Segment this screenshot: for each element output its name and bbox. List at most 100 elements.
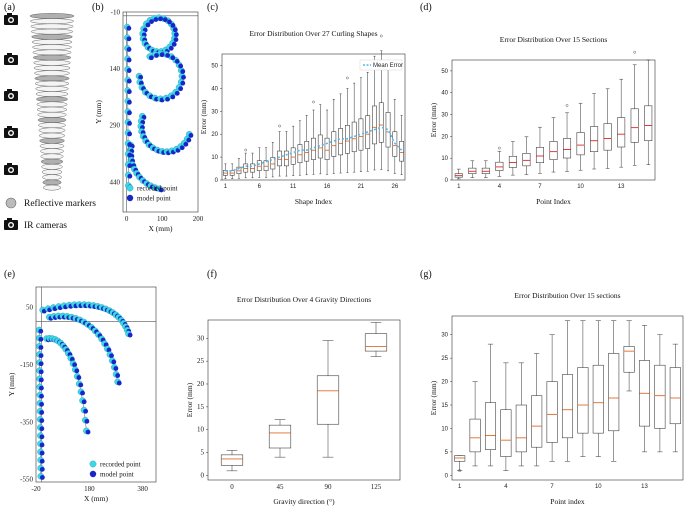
iqr-box	[324, 137, 330, 160]
iqr-box	[351, 121, 357, 153]
robot-segment	[40, 158, 64, 165]
model-point	[72, 362, 78, 368]
box-6	[531, 353, 543, 467]
box-12	[603, 88, 612, 169]
y-tick-label: 20	[441, 380, 448, 386]
y-tick-label: 5	[445, 450, 449, 456]
model-point	[186, 137, 192, 143]
model-point	[113, 366, 119, 371]
y-tick-label: -350	[20, 418, 33, 426]
box-4	[364, 322, 388, 357]
model-point	[171, 41, 177, 47]
panel-label-d: (d)	[420, 2, 432, 13]
box-11	[590, 93, 599, 170]
box-7	[535, 126, 544, 174]
panel-e-trajectory-plot: -20 180 380 50 -150 -350 -550 X (mm) Y (mm) recor…	[7, 286, 157, 503]
ir-camera-icon	[4, 163, 18, 175]
y-tick-label: 5	[201, 449, 205, 457]
iqr-box	[603, 123, 612, 151]
x-tick-label: 26	[391, 184, 398, 190]
iqr-box	[495, 161, 504, 171]
box-4	[243, 148, 249, 179]
camera-top	[7, 218, 12, 221]
robot-segment	[36, 106, 68, 113]
x-tick-label: 0	[125, 215, 129, 223]
x-tick-label: 90	[325, 483, 333, 491]
box-27	[399, 115, 404, 176]
robot-segment	[30, 18, 74, 25]
camera-lens-core	[9, 223, 13, 227]
plot-frame	[207, 319, 401, 481]
iqr-box	[561, 374, 574, 439]
iqr-box	[549, 141, 558, 160]
robot-segment	[34, 70, 70, 77]
model-point	[38, 361, 44, 367]
iqr-box	[290, 147, 296, 165]
model-point	[127, 332, 133, 338]
model-point	[81, 399, 87, 405]
box-11	[608, 320, 620, 462]
model-point	[83, 408, 89, 414]
box-15	[317, 104, 323, 175]
robot-segment	[36, 101, 68, 108]
x-axis-title: X (mm)	[149, 224, 173, 233]
model-point	[172, 27, 178, 33]
y-tick-label: 20	[441, 134, 448, 140]
iqr-box	[268, 424, 292, 449]
model-point	[138, 74, 144, 80]
model-point	[38, 328, 44, 334]
model-point	[111, 359, 117, 365]
panel-label-f: (f)	[207, 269, 217, 280]
model-point	[145, 22, 151, 28]
outlier-point	[312, 100, 315, 104]
robot-segment	[37, 117, 67, 123]
outlier-point	[498, 146, 501, 150]
model-point	[178, 63, 184, 69]
y-tick-label: -550	[20, 476, 33, 484]
model-point	[126, 36, 132, 42]
camera-lens-core	[9, 18, 13, 22]
model-point	[170, 94, 176, 100]
box-18	[338, 93, 343, 174]
y-tick-label: 20	[197, 380, 205, 388]
model-point	[174, 90, 180, 96]
outlier-point	[278, 124, 281, 128]
x-axis-title: Point Index	[536, 197, 571, 206]
model-point	[158, 16, 163, 22]
camera-lens-core	[9, 58, 13, 62]
legend-ir-cameras: IR cameras	[24, 221, 67, 231]
iqr-box	[608, 353, 620, 432]
iqr-box	[644, 105, 653, 142]
model-point	[168, 45, 174, 51]
x-tick-label: 7	[550, 484, 554, 490]
box-6	[256, 147, 262, 178]
model-point	[38, 377, 44, 383]
ir-camera-icon	[4, 126, 18, 138]
legend-box	[359, 59, 403, 71]
iqr-box	[500, 409, 512, 457]
robot-segment	[30, 23, 74, 30]
model-point	[39, 418, 45, 423]
model-point	[158, 187, 164, 193]
iqr-box	[220, 454, 244, 466]
iqr-box	[515, 404, 527, 453]
model-point	[178, 86, 184, 92]
legend-model-marker	[126, 194, 134, 202]
model-point	[38, 353, 44, 358]
trajectory-line	[127, 27, 129, 186]
robot-segment	[39, 143, 65, 149]
model-point	[40, 475, 45, 480]
y-tick-label: 10	[197, 426, 205, 434]
iqr-box	[623, 346, 635, 373]
model-point	[173, 32, 179, 38]
box-14	[311, 100, 316, 175]
panel-label-b: (b)	[92, 2, 104, 13]
iqr-box	[617, 117, 626, 148]
robot-segment	[38, 132, 66, 139]
model-point	[39, 385, 44, 391]
y-tick-label: 140	[110, 65, 121, 73]
model-point	[115, 373, 121, 378]
box-22	[365, 72, 371, 172]
y-tick-label: 20	[211, 132, 218, 138]
